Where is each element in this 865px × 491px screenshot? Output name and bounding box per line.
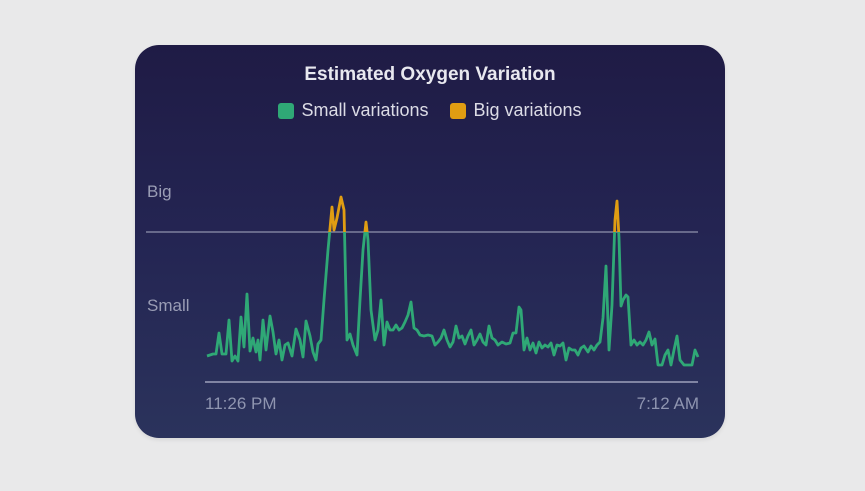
legend-label-small: Small variations bbox=[301, 100, 429, 120]
x-label-start: 11:26 PM bbox=[205, 394, 277, 413]
chart-title: Estimated Oxygen Variation bbox=[304, 64, 556, 85]
series-small-line bbox=[206, 232, 700, 367]
y-label-big: Big bbox=[147, 182, 172, 201]
x-label-end: 7:12 AM bbox=[636, 394, 699, 413]
legend-item-small: Small variations bbox=[278, 100, 428, 121]
legend-label-big: Big variations bbox=[473, 100, 582, 120]
legend-swatch-small bbox=[278, 102, 295, 119]
legend-swatch-big bbox=[450, 102, 467, 119]
series-big-line bbox=[328, 195, 621, 232]
legend-item-big: Big variations bbox=[450, 100, 582, 121]
chart-card: Estimated Oxygen Variation Small variati… bbox=[135, 45, 725, 438]
chart-legend: Small variations Big variations bbox=[135, 100, 725, 121]
y-label-small: Small bbox=[147, 296, 190, 315]
